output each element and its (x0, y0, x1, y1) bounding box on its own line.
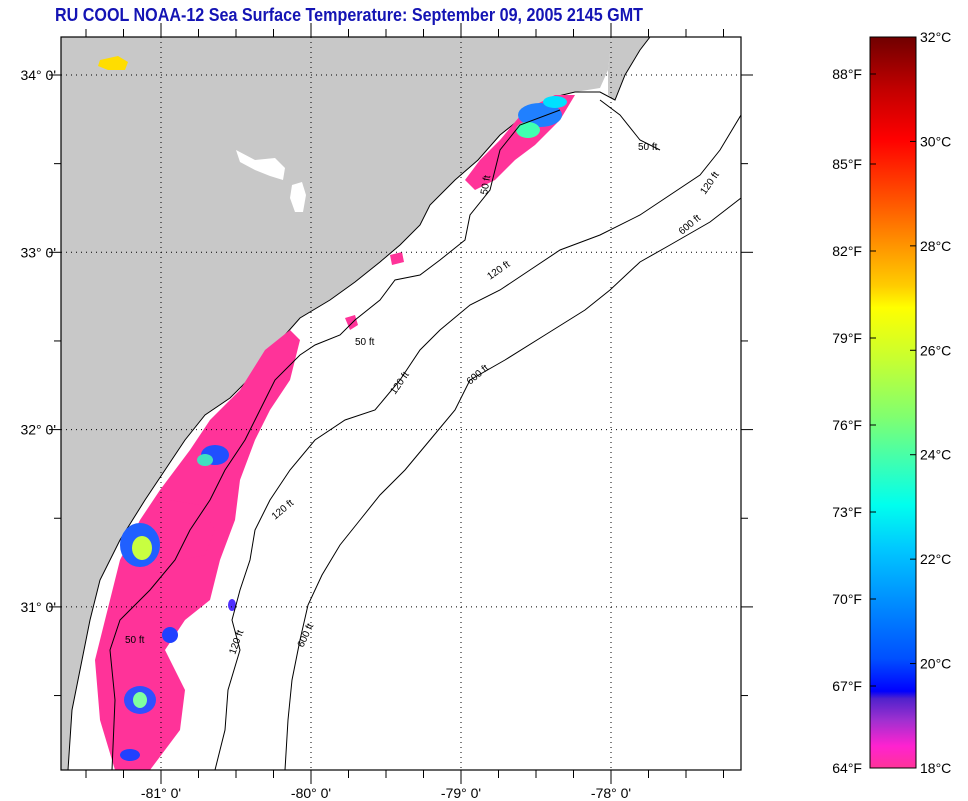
celsius-label: 22°C (920, 551, 951, 567)
cape-land (608, 37, 650, 100)
longitude-label: -80° 0' (291, 785, 331, 801)
latitude-label: 34° 0' (20, 67, 56, 83)
fahrenheit-label: 82°F (832, 243, 862, 259)
figure-title: RU COOL NOAA-12 Sea Surface Temperature:… (55, 5, 643, 25)
fahrenheit-label: 67°F (832, 678, 862, 694)
warm-patch (98, 56, 128, 70)
contour-600ft (284, 197, 741, 770)
fahrenheit-labels: 88°F 85°F 82°F 79°F 76°F 73°F 70°F 67°F 64°F (832, 66, 862, 776)
axis-ticks (49, 23, 753, 784)
map-frame (60, 36, 742, 771)
longitude-label: -81° 0' (141, 785, 181, 801)
fahrenheit-label: 88°F (832, 66, 862, 82)
fahrenheit-label: 70°F (832, 591, 862, 607)
longitude-labels: -81° 0' -80° 0' -79° 0' -78° 0' (141, 785, 631, 801)
celsius-label: 30°C (920, 133, 951, 149)
longitude-label: -78° 0' (591, 785, 631, 801)
latitude-label: 32° 0' (20, 422, 56, 438)
contour-label: 50 ft (479, 174, 493, 195)
fahrenheit-label: 79°F (832, 330, 862, 346)
celsius-labels: 32°C 30°C 28°C 26°C 24°C 22°C 20°C 18°C (920, 29, 951, 776)
fahrenheit-label: 85°F (832, 156, 862, 172)
inland-cloud (290, 182, 306, 212)
celsius-label: 32°C (920, 29, 951, 45)
fahrenheit-label: 64°F (832, 760, 862, 776)
fahrenheit-label: 73°F (832, 504, 862, 520)
sst-patches (95, 95, 575, 770)
fahrenheit-label: 76°F (832, 417, 862, 433)
celsius-label: 26°C (920, 342, 951, 358)
map-area: 50 ft 50 ft 50 ft 50 ft 120 ft 120 ft 12… (61, 37, 741, 770)
celsius-label: 28°C (920, 238, 951, 254)
contour-50ft (109, 99, 661, 770)
celsius-label: 24°C (920, 447, 951, 463)
contour-label: 50 ft (125, 635, 145, 646)
depth-contours (109, 99, 741, 770)
contour-120ft (214, 114, 741, 770)
colorbar (869, 36, 917, 769)
latitude-labels: 34° 0' 33° 0' 32° 0' 31° 0' (20, 67, 56, 615)
colorbar-ticks (870, 73, 916, 687)
longitude-label: -79° 0' (441, 785, 481, 801)
celsius-label: 20°C (920, 656, 951, 672)
celsius-label: 18°C (920, 760, 951, 776)
inland-cloud (236, 150, 285, 180)
graticule (61, 37, 741, 770)
contour-label: 50 ft (638, 142, 658, 153)
land-mass (61, 37, 612, 770)
latitude-label: 31° 0' (20, 599, 56, 615)
contour-label: 50 ft (355, 337, 375, 348)
latitude-label: 33° 0' (20, 244, 56, 260)
